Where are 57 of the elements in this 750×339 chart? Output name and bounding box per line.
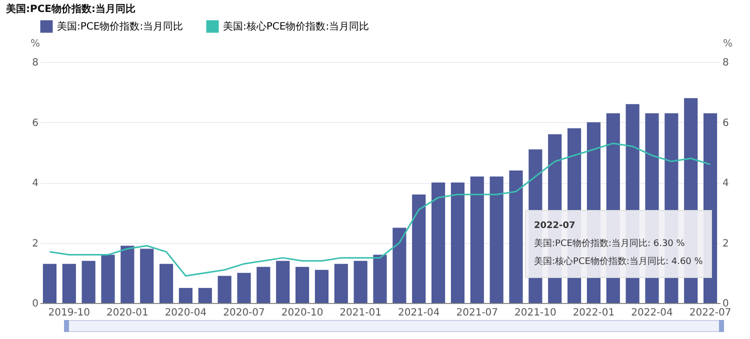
bar (120, 246, 134, 303)
line-series (48, 142, 712, 277)
bar (42, 264, 57, 303)
x-tick-label: 2022-01 (572, 308, 615, 318)
bar (198, 288, 212, 303)
x-tick-label: 2020-10 (281, 308, 324, 318)
y2-tick-label: 2 (722, 238, 729, 250)
x-tick-label: 2020-01 (106, 308, 148, 318)
x-tick-label: 2019-10 (48, 308, 90, 318)
x-tick-label: 2021-01 (340, 308, 382, 318)
bar (159, 264, 174, 303)
bar (509, 170, 523, 303)
bar (295, 266, 310, 303)
bar (412, 194, 426, 303)
tooltip-box: 2022-07 美国:PCE物价指数:当月同比: 6.30 % 美国:核心PCE物价指数:当月同比: 4.60 % (525, 210, 712, 278)
x-tick-label: 2022-07 (689, 308, 732, 318)
y2-tick-label: 6 (722, 118, 729, 129)
bar (140, 248, 154, 303)
y2-tick-label: 0 (722, 298, 729, 310)
bar (450, 182, 465, 303)
bar (82, 260, 96, 303)
bar (470, 176, 484, 303)
bar (373, 254, 387, 303)
y-tick-label: 4 (32, 178, 38, 189)
bar (62, 264, 76, 303)
bar (218, 276, 232, 303)
y2-tick-label: 8 (722, 58, 729, 68)
legend-label: 美国:核心PCE物价指数:当月同比 (223, 20, 370, 33)
bar (276, 260, 290, 303)
bar (101, 254, 115, 303)
bar (237, 272, 251, 303)
y2-tick-label: 4 (722, 178, 729, 189)
bar (256, 266, 270, 303)
bar (178, 288, 193, 303)
bar (354, 260, 368, 303)
y-axis-title: % (30, 38, 40, 50)
bar (392, 228, 406, 303)
bar (314, 270, 329, 303)
legend-label: 美国:PCE物价指数:当月同比 (57, 20, 184, 33)
annotation: 美国:核心PCE物价指数:当月同比: 4.60 % (534, 256, 703, 269)
y-tick-label: 0 (32, 298, 38, 310)
annotation: 美国:PCE物价指数:当月同比: 6.30 % (534, 238, 686, 251)
x-tick-label: 2021-07 (456, 308, 498, 318)
bar (490, 176, 504, 303)
x-tick-label: 2022-04 (631, 308, 673, 318)
y-tick-label: 2 (32, 238, 38, 250)
x-tick-label: 2021-04 (398, 308, 440, 318)
y-tick-label: 6 (32, 118, 38, 129)
bar (334, 264, 348, 303)
y-tick-label: 8 (32, 58, 38, 68)
x-tick-label: 2021-10 (514, 308, 556, 318)
annotation: 2022-07 (534, 220, 576, 233)
x-tick-label: 2020-07 (223, 308, 265, 318)
chart-title: 美国:PCE物价指数:当月同比 (5, 3, 136, 15)
y2-axis-title: % (722, 38, 732, 50)
x-tick-label: 2020-04 (164, 308, 207, 318)
bar (431, 182, 446, 303)
